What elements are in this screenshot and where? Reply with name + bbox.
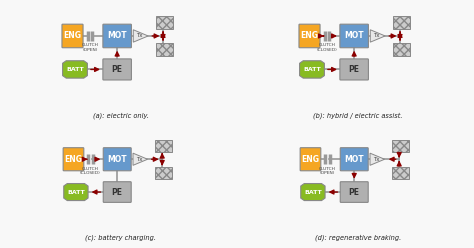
Bar <box>155 167 172 179</box>
Text: PE: PE <box>112 65 123 74</box>
Text: MOT: MOT <box>107 31 127 40</box>
Polygon shape <box>300 61 324 78</box>
Bar <box>392 16 410 29</box>
Polygon shape <box>133 30 148 42</box>
Bar <box>155 16 173 29</box>
FancyBboxPatch shape <box>63 148 84 171</box>
FancyBboxPatch shape <box>103 182 131 202</box>
Text: (a): electric only.: (a): electric only. <box>93 112 149 119</box>
FancyBboxPatch shape <box>103 59 131 80</box>
Polygon shape <box>64 184 88 201</box>
Text: CLUTCH
(OPEN): CLUTCH (OPEN) <box>82 43 98 52</box>
FancyBboxPatch shape <box>340 182 368 202</box>
Text: BATT: BATT <box>67 189 85 194</box>
Polygon shape <box>133 153 147 165</box>
Text: BATT: BATT <box>66 67 84 72</box>
Text: Tx: Tx <box>373 157 379 162</box>
Text: Tx: Tx <box>373 33 380 38</box>
Bar <box>155 140 172 152</box>
Polygon shape <box>63 61 87 78</box>
Text: MOT: MOT <box>344 31 364 40</box>
Text: MOT: MOT <box>345 155 364 164</box>
Text: ENG: ENG <box>301 155 319 164</box>
Text: ENG: ENG <box>301 31 319 40</box>
Text: BATT: BATT <box>304 189 322 194</box>
FancyBboxPatch shape <box>103 24 131 48</box>
Text: (b): hybrid / electric assist.: (b): hybrid / electric assist. <box>313 112 402 119</box>
Text: ENG: ENG <box>64 31 82 40</box>
Text: PE: PE <box>349 65 360 74</box>
Polygon shape <box>370 153 384 165</box>
Text: (d): regenerative braking.: (d): regenerative braking. <box>315 234 401 241</box>
Polygon shape <box>370 30 385 42</box>
Text: PE: PE <box>349 187 360 197</box>
Bar <box>392 167 409 179</box>
Text: MOT: MOT <box>108 155 127 164</box>
Text: BATT: BATT <box>303 67 321 72</box>
Text: Tx: Tx <box>136 33 143 38</box>
Text: CLUTCH
(CLOSED): CLUTCH (CLOSED) <box>317 43 337 52</box>
FancyBboxPatch shape <box>103 148 131 171</box>
Text: CLUTCH
(OPEN): CLUTCH (OPEN) <box>319 167 336 175</box>
Text: Tx: Tx <box>136 157 142 162</box>
FancyBboxPatch shape <box>340 59 368 80</box>
FancyBboxPatch shape <box>300 148 321 171</box>
FancyBboxPatch shape <box>340 24 368 48</box>
FancyBboxPatch shape <box>299 24 320 48</box>
Bar <box>392 140 409 152</box>
Polygon shape <box>301 184 325 201</box>
Text: CLUTCH
(CLOSED): CLUTCH (CLOSED) <box>80 167 101 175</box>
FancyBboxPatch shape <box>62 24 83 48</box>
Bar <box>155 43 173 56</box>
FancyBboxPatch shape <box>340 148 368 171</box>
Text: ENG: ENG <box>64 155 82 164</box>
Text: (c): battery charging.: (c): battery charging. <box>85 234 156 241</box>
Text: PE: PE <box>112 187 123 197</box>
Bar <box>392 43 410 56</box>
